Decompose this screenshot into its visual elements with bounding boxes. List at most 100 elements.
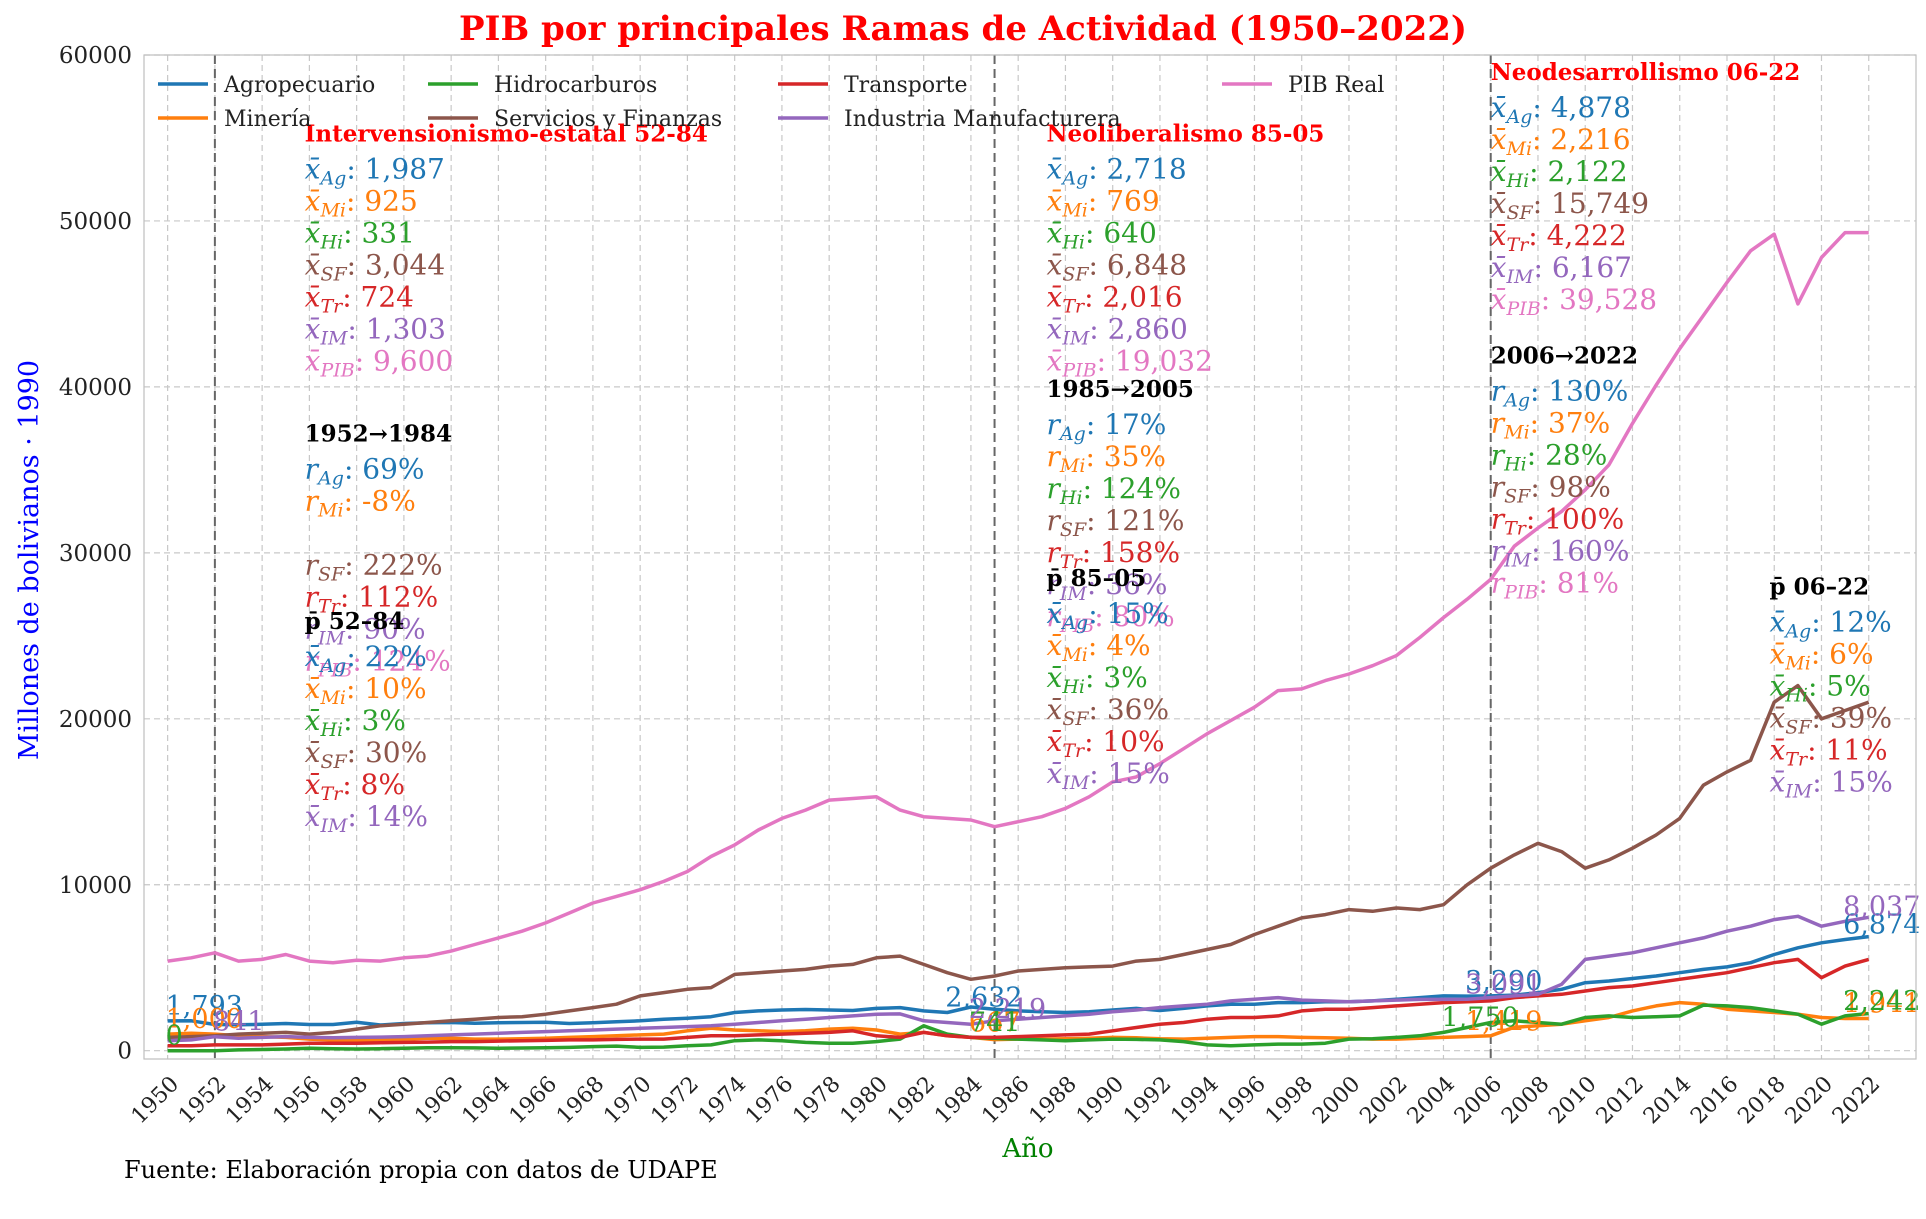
annotation-line: rMi: -8% bbox=[305, 485, 416, 522]
annotation-line: x̄Tr: 11% bbox=[1770, 733, 1888, 770]
annotation-line: x̄SF: 30% bbox=[305, 736, 428, 773]
annotation-line: rIM: 36% bbox=[1047, 568, 1168, 605]
annotation-line: x̄Ag: 2,718 bbox=[1047, 152, 1187, 189]
annotation-block: p̄ 06–22 x̄Ag: 12%x̄Mi: 6%x̄Hi: 5%x̄SF: 3… bbox=[1770, 573, 1893, 802]
annotation-line: rIM: 90% bbox=[305, 613, 426, 650]
annotation-line: rSF: 222% bbox=[305, 549, 443, 586]
annotation-heading: Intervensionismo-estatal 52-84 bbox=[305, 120, 708, 147]
point-label: 1,419 bbox=[1465, 1007, 1542, 1038]
annotation-line: rMi: 35% bbox=[1047, 440, 1167, 477]
y-tick-label: 20000 bbox=[59, 707, 132, 733]
legend-label: Servicios y Finanzas bbox=[494, 107, 722, 132]
annotation-line: x̄SF: 15,749 bbox=[1491, 187, 1649, 224]
annotation-line: x̄SF: 39% bbox=[1770, 701, 1893, 738]
annotation-heading: 2006→2022 bbox=[1491, 343, 1638, 370]
annotation-block: 1952→1984 rAg: 69%rMi: -8% rSF: 222%rTr: 1… bbox=[305, 421, 452, 682]
legend-label: Agropecuario bbox=[223, 73, 375, 98]
annotation-line: x̄SF: 3,044 bbox=[305, 248, 446, 285]
point-label: 841 bbox=[213, 1007, 265, 1038]
point-label: 667 bbox=[969, 1007, 1021, 1038]
legend: Agropecuario Minería Hidrocarburos Servicio… bbox=[158, 73, 1384, 132]
annotation-line: x̄PIB: 19,032 bbox=[1047, 344, 1213, 381]
annotation-block: 1985→2005 rAg: 17%rMi: 35%rHi: 124%rSF: 1… bbox=[1047, 376, 1194, 637]
legend-label: Hidrocarburos bbox=[494, 73, 657, 98]
annotation-heading: 1985→2005 bbox=[1047, 376, 1194, 403]
annotation-line: x̄Mi: 2,216 bbox=[1491, 123, 1631, 160]
point-label: 0 bbox=[166, 1021, 183, 1052]
annotation-block: 2006→2022 rAg: 130%rMi: 37%rHi: 28%rSF: 9… bbox=[1491, 343, 1638, 604]
series-lines bbox=[167, 230, 1870, 1053]
source-note: Fuente: Elaboración propia con datos de … bbox=[124, 1156, 718, 1184]
legend-label: Minería bbox=[224, 107, 311, 132]
annotation-line: rPIB: 80% bbox=[1047, 600, 1175, 637]
annotation-line: x̄Hi: 2,122 bbox=[1491, 155, 1628, 192]
annotation-line: x̄Tr: 724 bbox=[305, 280, 414, 317]
annotation-line: rHi: 28% bbox=[1491, 439, 1608, 476]
annotation-heading: 1952→1984 bbox=[305, 421, 452, 448]
annotation-line: x̄Ag: 4,878 bbox=[1491, 91, 1631, 128]
y-tick-label: 30000 bbox=[59, 541, 132, 567]
y-tick-label: 50000 bbox=[59, 209, 132, 235]
annotation-line: rAg: 130% bbox=[1491, 375, 1629, 412]
series-line-hidrocarburos bbox=[167, 1003, 1869, 1053]
x-axis-label: Año bbox=[1001, 1134, 1053, 1164]
annotation-heading: Neodesarrollismo 06-22 bbox=[1491, 59, 1801, 86]
y-axis-label: Millones de bolivianos · 1990 bbox=[14, 360, 45, 760]
annotation-line: x̄Ag: 22% bbox=[305, 640, 427, 677]
legend-label: Transporte bbox=[844, 73, 967, 98]
annotation-line: x̄Tr: 4,222 bbox=[1491, 219, 1627, 256]
annotation-line: x̄Hi: 3% bbox=[1047, 661, 1148, 698]
annotation-line: x̄SF: 6,848 bbox=[1047, 248, 1188, 285]
annotation-line: x̄Mi: 10% bbox=[305, 672, 427, 709]
annotation-block: p̄ 52–84 x̄Ag: 22%x̄Mi: 10%x̄Hi: 3%x̄SF: … bbox=[305, 608, 428, 837]
y-tick-label: 60000 bbox=[59, 43, 132, 69]
annotation-line: x̄IM: 15% bbox=[1047, 757, 1170, 794]
annotation-line: rTr: 112% bbox=[305, 581, 439, 618]
annotation-line: x̄IM: 14% bbox=[305, 800, 428, 837]
y-tick-label: 40000 bbox=[59, 375, 132, 401]
point-label: 6,874 bbox=[1843, 910, 1920, 941]
annotation-heading: p̄ 85–05 bbox=[1047, 565, 1147, 592]
point-label: 1,941 bbox=[1843, 988, 1920, 1019]
annotation-line: x̄Mi: 925 bbox=[305, 184, 418, 221]
y-tick-labels: 0 10000 20000 30000 40000 50000 60000 bbox=[59, 43, 132, 1065]
annotation-line: x̄Mi: 4% bbox=[1047, 629, 1151, 666]
annotation-heading: p̄ 06–22 bbox=[1770, 573, 1870, 600]
y-tick-label: 10000 bbox=[59, 873, 132, 899]
point-label: 2,632 bbox=[945, 983, 1022, 1014]
annotation-line: rAg: 69% bbox=[305, 453, 425, 490]
annotation-line: x̄IM: 1,303 bbox=[305, 312, 446, 349]
annotation-line: rSF: 98% bbox=[1491, 471, 1611, 508]
annotation-block: p̄ 85–05 x̄Ag: 15%x̄Mi: 4%x̄Hi: 3%x̄SF: 3… bbox=[1047, 565, 1170, 794]
annotation-line: rAg: 17% bbox=[1047, 408, 1167, 445]
annotation-line: x̄PIB: 9,600 bbox=[305, 344, 454, 381]
annotation-line: x̄IM: 2,860 bbox=[1047, 312, 1188, 349]
period-annotations: Intervensionismo-estatal 52-84 x̄Ag: 1,98… bbox=[305, 59, 1893, 837]
annotation-line: x̄Ag: 15% bbox=[1047, 597, 1169, 634]
chart-title: PIB por principales Ramas de Actividad (… bbox=[459, 9, 1467, 49]
annotation-heading: p̄ 52–84 bbox=[305, 608, 405, 635]
annotation-line: x̄Tr: 10% bbox=[1047, 725, 1165, 762]
annotation-line: rTr: 158% bbox=[1047, 536, 1181, 573]
annotation-line: x̄Mi: 769 bbox=[1047, 184, 1160, 221]
annotation-line: rPIB: 81% bbox=[1491, 567, 1619, 604]
annotation-line: x̄Hi: 3% bbox=[305, 704, 406, 741]
annotation-line: x̄Hi: 5% bbox=[1770, 669, 1871, 706]
annotation-line: rIM: 160% bbox=[1491, 535, 1630, 572]
legend-label: PIB Real bbox=[1288, 73, 1384, 98]
series-line-transporte bbox=[167, 957, 1870, 1048]
point-label: 1,000 bbox=[166, 1004, 243, 1035]
annotation-line: x̄Hi: 640 bbox=[1047, 216, 1157, 253]
series-line-servicios-y-finanzas bbox=[167, 683, 1870, 1040]
annotation-line: rSF: 121% bbox=[1047, 504, 1185, 541]
point-label: 741 bbox=[969, 1007, 1021, 1038]
annotation-line: x̄SF: 36% bbox=[1047, 693, 1170, 730]
annotation-line: x̄Ag: 12% bbox=[1770, 605, 1892, 642]
legend-label: Industria Manufacturera bbox=[844, 107, 1121, 132]
annotation-heading: Neoliberalismo 85-05 bbox=[1047, 120, 1325, 147]
point-label: 3,091 bbox=[1465, 969, 1542, 1000]
